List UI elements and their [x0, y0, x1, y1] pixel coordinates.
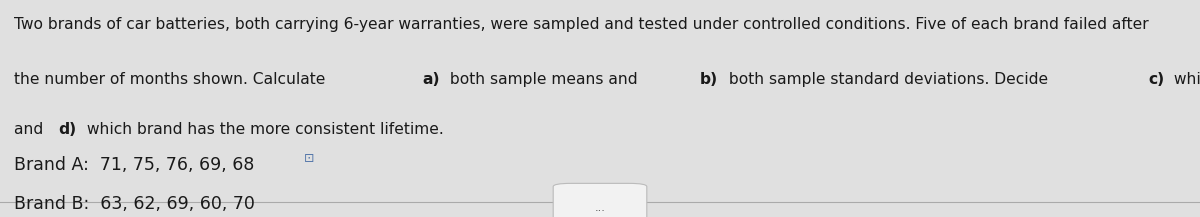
Text: Two brands of car batteries, both carrying 6-year warranties, were sampled and t: Two brands of car batteries, both carryi…	[14, 17, 1150, 32]
Text: which brand has the more consistent lifetime.: which brand has the more consistent life…	[82, 122, 444, 136]
Text: ⊡: ⊡	[304, 152, 314, 165]
Text: ...: ...	[594, 203, 606, 213]
Text: and: and	[14, 122, 48, 136]
Text: both sample standard deviations. Decide: both sample standard deviations. Decide	[724, 72, 1052, 87]
Text: both sample means and: both sample means and	[445, 72, 643, 87]
Text: b): b)	[700, 72, 719, 87]
Text: the number of months shown. Calculate: the number of months shown. Calculate	[14, 72, 331, 87]
Text: Brand B:  63, 62, 69, 60, 70: Brand B: 63, 62, 69, 60, 70	[14, 195, 256, 213]
Text: a): a)	[422, 72, 440, 87]
Text: Brand A:  71, 75, 76, 69, 68: Brand A: 71, 75, 76, 69, 68	[14, 156, 254, 174]
Text: d): d)	[59, 122, 77, 136]
Text: which brand battery lasts longer: which brand battery lasts longer	[1169, 72, 1200, 87]
Text: c): c)	[1148, 72, 1164, 87]
FancyBboxPatch shape	[553, 183, 647, 217]
